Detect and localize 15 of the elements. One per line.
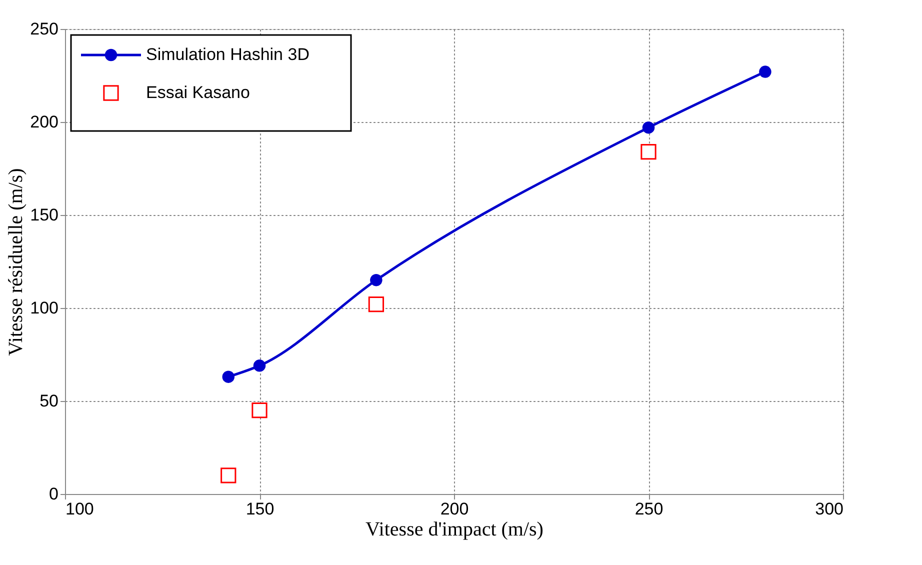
x-tick-label: 150 [246,500,274,518]
legend-label: Simulation Hashin 3D [146,45,310,64]
legend-label: Essai Kasano [146,83,250,102]
x-axis-title: Vitesse d'impact (m/s) [366,518,544,540]
x-tick-label: 200 [440,500,469,518]
x-tick-label: 250 [634,500,664,518]
x-tick-label: 300 [815,500,844,518]
y-tick-label: 200 [30,112,58,132]
y-tick-label: 250 [30,20,58,38]
y-tick-label: 150 [30,206,58,224]
x-tick-label: 100 [66,500,94,518]
y-tick-label: 50 [40,392,58,410]
y-axis-title: Vitesse résiduelle (m/s) [5,168,28,356]
y-tick-label: 100 [30,298,58,318]
y-tick-label: 0 [49,484,58,504]
